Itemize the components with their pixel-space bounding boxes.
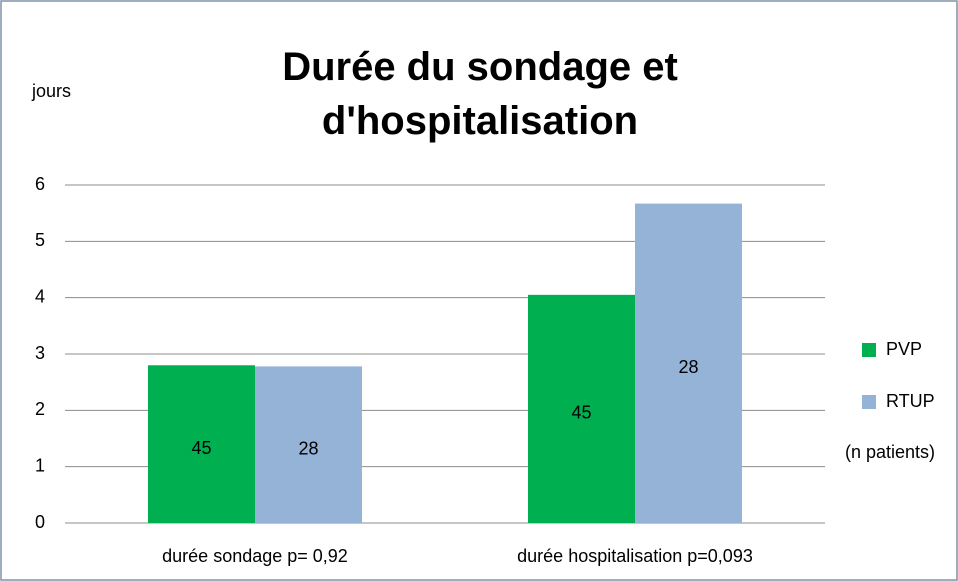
x-tick-label: durée sondage p= 0,92	[162, 546, 348, 566]
y-tick-label: 1	[35, 455, 45, 475]
legend-label: RTUP	[886, 391, 935, 411]
bar-n-label: 45	[571, 403, 591, 423]
bar-n-label: 28	[678, 357, 698, 377]
y-tick-label: 5	[35, 230, 45, 250]
bar	[255, 366, 362, 523]
legend-swatch	[862, 343, 876, 357]
bar	[635, 203, 742, 523]
legend-note: (n patients)	[845, 442, 935, 462]
y-tick-label: 4	[35, 286, 45, 306]
legend-swatch	[862, 395, 876, 409]
bar	[148, 365, 255, 523]
chart-title: Durée du sondage et d'hospitalisation	[282, 45, 678, 143]
y-tick-label: 6	[35, 174, 45, 194]
y-tick-label: 2	[35, 399, 45, 419]
y-axis-label: jours	[31, 81, 71, 101]
bar-n-label: 45	[191, 438, 211, 458]
y-tick-label: 0	[35, 512, 45, 532]
x-tick-label: durée hospitalisation p=0,093	[517, 546, 753, 566]
legend-label: PVP	[886, 339, 922, 359]
y-tick-label: 3	[35, 343, 45, 363]
bar-n-label: 28	[298, 438, 318, 458]
bar	[528, 294, 635, 523]
